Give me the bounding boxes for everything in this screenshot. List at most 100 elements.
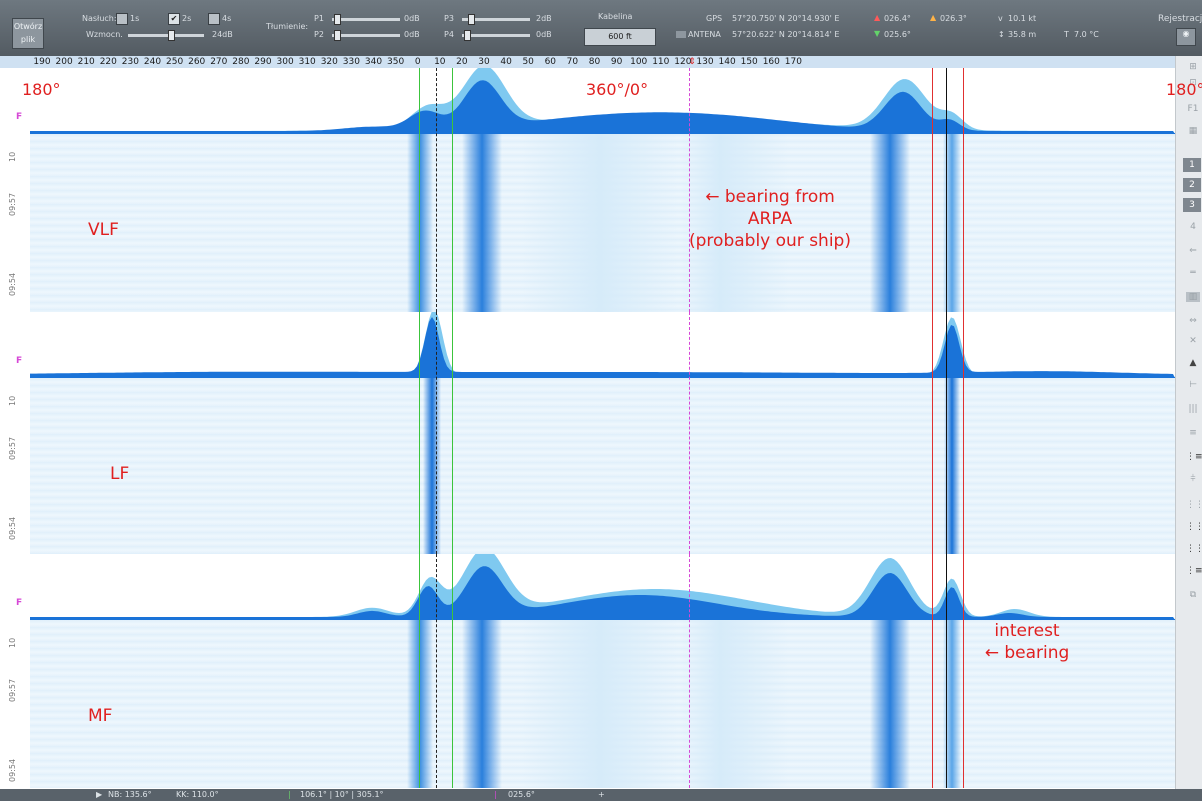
scale-tick: 140 <box>718 57 736 67</box>
open-file-button[interactable]: Otwórz plik <box>12 18 44 49</box>
bearing-line[interactable] <box>452 554 453 788</box>
p2-knob[interactable] <box>334 30 341 41</box>
bars-icon[interactable]: ||| <box>1188 404 1198 414</box>
list-icon[interactable]: ⋮≡ <box>1186 452 1202 462</box>
spectrum-plot[interactable] <box>30 312 1175 378</box>
gps-label: GPS <box>706 14 723 23</box>
scale-tick: 100 <box>630 57 648 67</box>
scale-tick: 250 <box>166 57 184 67</box>
gain-slider-knob[interactable] <box>168 30 175 41</box>
view-button-1[interactable]: 1 <box>1183 158 1201 172</box>
right-degree-label: 180° <box>1166 80 1202 99</box>
bearing-line[interactable] <box>932 312 933 554</box>
bearing-line[interactable] <box>419 312 420 554</box>
bearing-line[interactable] <box>946 68 947 312</box>
record-label: Rejestracj <box>1158 14 1202 24</box>
arrow-left-icon[interactable]: ⇐ <box>1189 246 1197 256</box>
bearing-line[interactable] <box>963 312 964 554</box>
bearing-line[interactable] <box>946 312 947 554</box>
split-icon[interactable]: ⫩ <box>1190 474 1196 484</box>
arpa-line1: ← bearing from <box>705 187 835 207</box>
bearing-line[interactable] <box>963 554 964 788</box>
checkbox-4s[interactable] <box>208 13 220 25</box>
bearing-line[interactable] <box>419 554 420 788</box>
waterfall-plot[interactable] <box>30 134 1175 312</box>
waterfall-plot[interactable] <box>30 620 1175 788</box>
zoom-icon[interactable]: ⊡ <box>1189 78 1197 88</box>
cross-icon[interactable]: ✕ <box>1189 336 1197 346</box>
p3-knob[interactable] <box>468 14 475 25</box>
scale-tick: 50 <box>522 57 534 67</box>
bearing-line[interactable] <box>963 68 964 312</box>
p4-slider[interactable] <box>462 30 530 41</box>
checkbox-2s-label: 2s <box>182 14 192 23</box>
spectrum-avg-area <box>30 80 1175 134</box>
columns2-icon[interactable]: ⋮⋮ <box>1186 522 1202 532</box>
spectrum-avg-area <box>30 566 1175 620</box>
bearing-line[interactable] <box>932 68 933 312</box>
bearing-line[interactable] <box>436 68 438 312</box>
status-nb: NB: 135.6° <box>108 790 152 799</box>
interest-line2: ← bearing <box>984 643 1070 663</box>
cable-length-button[interactable]: 600 ft <box>584 28 656 46</box>
columns-icon[interactable]: ⋮⋮ <box>1186 500 1202 510</box>
top-toolbar: Otwórz plik Nasłuch: 1s ✔ 2s 4s Wzmocn. … <box>0 0 1202 56</box>
bearing-line[interactable] <box>436 312 438 554</box>
columns3-icon[interactable]: ⋮⋮ <box>1186 544 1202 554</box>
scale-tick: 300 <box>276 57 294 67</box>
view-button-3[interactable]: 3 <box>1183 198 1201 212</box>
grid-icon[interactable]: ⊞ <box>1189 62 1197 72</box>
minus-icon[interactable]: ═ <box>1190 268 1196 278</box>
scale-tick: 270 <box>210 57 228 67</box>
p2-slider[interactable] <box>332 30 400 41</box>
columns4-icon[interactable]: ⋮≡ <box>1186 566 1202 576</box>
waterfall-plot[interactable] <box>30 378 1175 554</box>
p3-slider[interactable] <box>462 14 530 25</box>
time-label: 09:57 <box>8 436 17 460</box>
bearing-scale: 190 200 210 220 230 240 250 260 270 280 290 300 310 3… <box>0 56 1175 68</box>
checkbox-2s[interactable]: ✔ <box>168 13 180 25</box>
view-button-2[interactable]: 2 <box>1183 178 1201 192</box>
band-panel-mf: F 10 09:57 09:54 MF <box>0 554 1175 788</box>
bearing-line[interactable] <box>689 554 691 788</box>
spectrum-plot[interactable] <box>30 554 1175 620</box>
arpa-annotation: ← bearing from ARPA (probably our ship) <box>680 186 860 252</box>
four-icon[interactable]: 4 <box>1190 222 1196 232</box>
p3-label: P3 <box>444 14 454 23</box>
expand-icon[interactable]: ⇔ <box>1189 316 1197 326</box>
record-button[interactable]: ◉ <box>1176 28 1196 46</box>
scale-tick: 40 <box>500 57 512 67</box>
spectrum-avg-area <box>30 317 1175 378</box>
chart-icon[interactable]: ▦ <box>1188 126 1198 136</box>
p1-knob[interactable] <box>334 14 341 25</box>
status-kk: KK: 110.0° <box>176 790 219 799</box>
antenna-icon <box>676 31 686 38</box>
speed-icon: v <box>998 14 1003 23</box>
band-panel-lf: F 10 09:57 09:54 LF <box>0 312 1175 554</box>
lines-icon[interactable]: ≡ <box>1189 428 1197 438</box>
scale-tick: 220 <box>99 57 117 67</box>
bearing-line[interactable] <box>452 68 453 312</box>
bearing-line[interactable] <box>689 312 691 554</box>
cursor-icon: ▶ <box>96 790 103 799</box>
checkbox-1s[interactable] <box>116 13 128 25</box>
p3-value: 2dB <box>536 14 552 23</box>
spectrum-icon[interactable]: ▥ <box>1186 292 1200 302</box>
bearing-line[interactable] <box>419 68 420 312</box>
bearing-line[interactable] <box>946 554 947 788</box>
time-label: 10 <box>8 395 17 406</box>
bearing-line[interactable] <box>436 554 438 788</box>
f1-icon[interactable]: F1 <box>1187 104 1199 114</box>
marker-icon[interactable]: ▲ <box>1189 358 1197 368</box>
scale-tick: 350 <box>387 57 405 67</box>
range-icon[interactable]: ⊢ <box>1189 380 1197 390</box>
gain-slider[interactable] <box>128 30 204 41</box>
bearing-line[interactable] <box>689 68 691 312</box>
bearing-line[interactable] <box>932 554 933 788</box>
p4-knob[interactable] <box>464 30 471 41</box>
p1-slider[interactable] <box>332 14 400 25</box>
spectrum-plot[interactable] <box>30 68 1175 134</box>
bearing-line[interactable] <box>452 312 453 554</box>
copy-icon[interactable]: ⧉ <box>1189 590 1197 600</box>
heading-green-icon: ▼ <box>874 29 881 38</box>
